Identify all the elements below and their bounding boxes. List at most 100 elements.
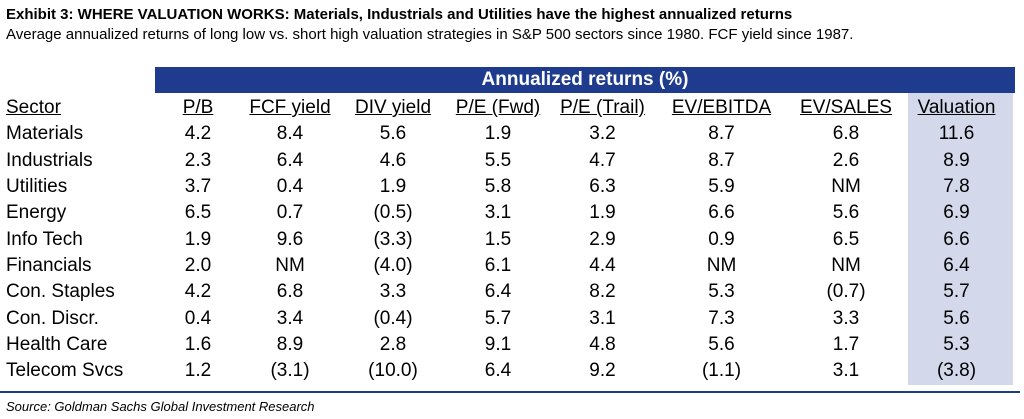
header-ev-sales: EV/SALES [800, 97, 892, 119]
cell-pe-trail: 4.7 [589, 149, 616, 171]
cell-div-yield: 2.8 [379, 333, 407, 355]
cell-pe-fwd: 6.4 [484, 281, 512, 303]
table-row: Telecom Svcs 1.2 (3.1) (10.0) 6.4 9.2 (1.1) 3.1… [6, 358, 1009, 384]
cell-pe-fwd: 6.4 [484, 360, 512, 382]
cell-div-yield: (10.0) [368, 360, 418, 382]
cell-fcf-yield: (3.1) [270, 360, 310, 382]
cell-pb: 6.5 [184, 202, 212, 224]
header-sector: Sector [6, 97, 61, 119]
cell-div-yield: 4.6 [379, 149, 407, 171]
cell-valuation: 6.6 [943, 228, 970, 250]
cell-valuation: 6.4 [943, 254, 970, 276]
cell-pe-trail: 8.2 [589, 281, 616, 303]
table-row: Health Care 1.6 8.9 2.8 9.1 4.8 5.6 1.7 5.3 [6, 332, 1009, 358]
header-div-yield: DIV yield [354, 97, 432, 119]
cell-sector: Financials [6, 254, 92, 276]
cell-div-yield: 3.3 [379, 281, 407, 303]
cell-div-yield: (3.3) [373, 228, 413, 250]
header-fcf-yield: FCF yield [249, 97, 331, 119]
cell-ev-sales: 1.7 [832, 333, 860, 355]
exhibit-subtitle: Average annualized returns of long low v… [6, 26, 854, 43]
cell-pe-trail: 4.8 [589, 333, 616, 355]
cell-pb: 0.4 [184, 307, 212, 329]
valuation-column-highlight [908, 93, 1013, 385]
cell-valuation: 5.7 [943, 281, 970, 303]
cell-div-yield: (0.5) [373, 202, 413, 224]
cell-fcf-yield: 8.9 [276, 333, 304, 355]
cell-ev-sales: 5.6 [832, 202, 860, 224]
cell-ev-sales: 3.1 [832, 360, 860, 382]
cell-div-yield: 1.9 [379, 176, 407, 198]
cell-pe-trail: 6.3 [589, 176, 616, 198]
cell-pb: 1.9 [184, 228, 212, 250]
cell-pb: 4.2 [184, 123, 212, 145]
header-ev-ebitda: EV/EBITDA [671, 97, 772, 119]
header-pb: P/B [182, 97, 214, 119]
cell-ev-ebitda: 7.3 [708, 307, 735, 329]
cell-ev-sales: 3.3 [832, 307, 860, 329]
cell-div-yield: (0.4) [373, 307, 413, 329]
cell-fcf-yield: 8.4 [276, 123, 304, 145]
header-pe-fwd: P/E (Fwd) [455, 97, 541, 119]
cell-pe-fwd: 1.9 [484, 123, 512, 145]
cell-pe-trail: 4.4 [589, 254, 616, 276]
cell-ev-sales: NM [831, 176, 861, 198]
cell-fcf-yield: 9.6 [276, 228, 304, 250]
cell-pe-trail: 2.9 [589, 228, 616, 250]
cell-pe-fwd: 9.1 [484, 333, 512, 355]
table-row: Industrials 2.3 6.4 4.6 5.5 4.7 8.7 2.6 8.9 [6, 148, 1009, 174]
cell-ev-sales: (0.7) [826, 281, 866, 303]
cell-pe-fwd: 1.5 [484, 228, 512, 250]
cell-sector: Telecom Svcs [6, 360, 124, 382]
cell-pe-fwd: 5.7 [484, 307, 512, 329]
cell-valuation: 5.3 [943, 333, 970, 355]
cell-sector: Materials [6, 123, 84, 145]
source-note: Source: Goldman Sachs Global Investment … [6, 399, 315, 414]
cell-ev-ebitda: 5.6 [708, 333, 735, 355]
cell-pb: 3.7 [184, 176, 212, 198]
cell-valuation: 6.9 [943, 202, 970, 224]
returns-table: Sector P/B FCF yield DIV yield P/E (Fwd)… [6, 95, 1009, 384]
cell-ev-ebitda: NM [706, 254, 737, 276]
cell-pb: 2.3 [184, 149, 212, 171]
table-row: Info Tech 1.9 9.6 (3.3) 1.5 2.9 0.9 6.5 6.6 [6, 226, 1009, 252]
table-row: Energy 6.5 0.7 (0.5) 3.1 1.9 6.6 5.6 6.9 [6, 200, 1009, 226]
cell-fcf-yield: 0.7 [276, 202, 304, 224]
cell-sector: Info Tech [6, 228, 83, 250]
cell-sector: Energy [6, 202, 67, 224]
cell-ev-sales: 6.5 [832, 228, 860, 250]
bottom-rule [0, 391, 1020, 393]
cell-pe-trail: 3.1 [589, 307, 616, 329]
cell-pe-fwd: 6.1 [484, 254, 512, 276]
cell-sector: Utilities [6, 176, 68, 198]
cell-pe-trail: 1.9 [589, 202, 616, 224]
cell-fcf-yield: 6.4 [276, 149, 304, 171]
cell-ev-ebitda: 5.9 [708, 176, 735, 198]
cell-ev-sales: 6.8 [832, 123, 860, 145]
cell-fcf-yield: NM [275, 254, 305, 276]
cell-div-yield: 5.6 [379, 123, 407, 145]
cell-ev-ebitda: 6.6 [708, 202, 735, 224]
cell-ev-sales: NM [831, 254, 861, 276]
table-row: Materials 4.2 8.4 5.6 1.9 3.2 8.7 6.8 11.6 [6, 121, 1009, 147]
table-row: Utilities 3.7 0.4 1.9 5.8 6.3 5.9 NM 7.8 [6, 174, 1009, 200]
cell-valuation: 11.6 [938, 123, 975, 145]
header-valuation: Valuation [917, 97, 996, 119]
cell-ev-ebitda: (1.1) [701, 360, 742, 382]
annualized-returns-banner: Annualized returns (%) [155, 67, 1015, 93]
cell-pb: 2.0 [184, 254, 212, 276]
cell-pe-trail: 3.2 [589, 123, 616, 145]
cell-sector: Health Care [6, 333, 108, 355]
header-pe-trail: P/E (Trail) [560, 97, 645, 119]
cell-fcf-yield: 3.4 [276, 307, 304, 329]
cell-sector: Con. Discr. [6, 307, 99, 329]
cell-pe-trail: 9.2 [589, 360, 616, 382]
cell-valuation: 8.9 [943, 149, 970, 171]
cell-ev-ebitda: 8.7 [708, 149, 735, 171]
cell-ev-sales: 2.6 [832, 149, 860, 171]
cell-sector: Con. Staples [6, 281, 115, 303]
table-body: Materials 4.2 8.4 5.6 1.9 3.2 8.7 6.8 11.6 Indust… [6, 121, 1009, 384]
cell-pb: 1.2 [184, 360, 212, 382]
cell-sector: Industrials [6, 149, 93, 171]
cell-pe-fwd: 5.5 [484, 149, 512, 171]
